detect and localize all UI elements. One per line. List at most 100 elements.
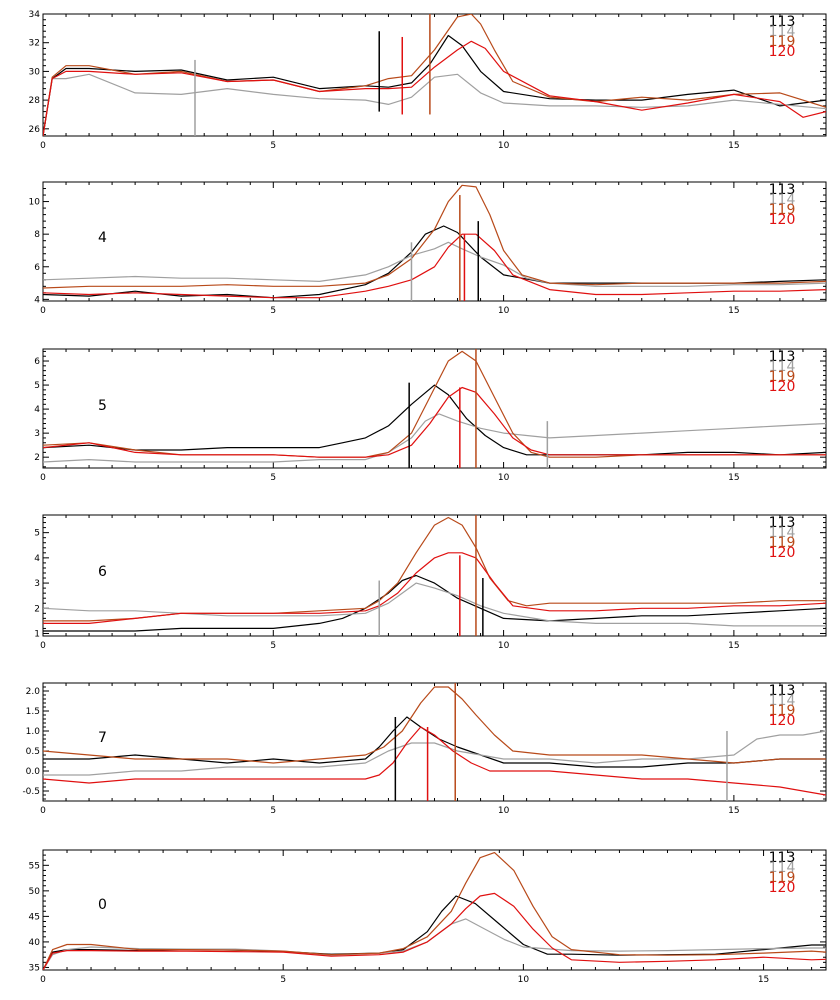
y-tick-label: 28 <box>29 96 41 106</box>
x-tick-label: 5 <box>280 975 286 985</box>
x-tick-label: 0 <box>40 641 46 651</box>
series-line-113 <box>43 384 826 456</box>
panel-label: 6 <box>98 564 107 580</box>
legend-entry-114: 114 <box>769 693 796 709</box>
series-line-114 <box>43 73 826 136</box>
legend-entry-120: 120 <box>769 44 796 60</box>
y-tick-label: 0.5 <box>26 747 40 757</box>
series-line-113 <box>43 895 826 970</box>
series-line-113 <box>43 574 826 632</box>
legend-entry-113: 113 <box>769 850 796 866</box>
series-line-113 <box>43 34 826 136</box>
panel-label: 7 <box>98 730 107 746</box>
x-tick-label: 10 <box>498 141 510 151</box>
y-tick-label: 45 <box>29 912 40 922</box>
series-line-120 <box>43 892 826 970</box>
x-tick-label: 0 <box>40 306 46 316</box>
legend-entry-120: 120 <box>769 212 796 228</box>
panel-label: 0 <box>98 897 107 913</box>
y-tick-label: 8 <box>34 230 40 240</box>
series-group <box>43 851 826 970</box>
plot-frame <box>42 849 827 971</box>
y-tick-label: 5 <box>34 381 40 391</box>
y-tick-label: 1 <box>34 629 40 639</box>
series-line-114 <box>43 241 826 287</box>
x-tick-label: 15 <box>758 975 769 985</box>
y-tick-label: 0.0 <box>26 767 41 777</box>
legend-entry-119: 119 <box>769 34 796 50</box>
x-tick-label: 15 <box>728 641 739 651</box>
series-line-119 <box>43 14 826 136</box>
legend-entry-119: 119 <box>769 202 796 218</box>
x-tick-label: 5 <box>270 141 276 151</box>
x-tick-label: 10 <box>518 975 530 985</box>
x-tick-label: 5 <box>270 806 276 816</box>
legend-entry-114: 114 <box>769 192 796 208</box>
series-line-114 <box>43 582 826 627</box>
x-tick-label: 10 <box>498 641 510 651</box>
panel-label: 4 <box>98 230 107 246</box>
plot-frame <box>42 514 827 637</box>
series-line-114 <box>43 918 826 970</box>
series-line-119 <box>43 516 826 622</box>
series-group <box>43 14 826 136</box>
y-tick-label: 26 <box>29 125 41 135</box>
x-tick-label: 15 <box>728 806 739 816</box>
series-line-114 <box>43 413 826 463</box>
x-tick-label: 0 <box>40 806 46 816</box>
x-tick-label: 0 <box>40 473 46 483</box>
series-line-119 <box>43 184 826 289</box>
x-tick-label: 15 <box>728 473 739 483</box>
y-tick-label: 4 <box>34 295 40 305</box>
legend-entry-120: 120 <box>769 713 796 729</box>
x-tick-label: 10 <box>498 473 510 483</box>
legend-entry-113: 113 <box>769 515 796 531</box>
y-tick-label: 35 <box>29 963 40 973</box>
legend-entry-114: 114 <box>769 359 796 375</box>
panel-label: 5 <box>98 398 107 414</box>
legend-entry-119: 119 <box>769 535 796 551</box>
y-tick-label: 6 <box>34 357 40 367</box>
legend-entry-114: 114 <box>769 860 796 876</box>
y-tick-label: 10 <box>29 198 41 208</box>
y-tick-label: 1.0 <box>26 727 41 737</box>
x-tick-label: 5 <box>270 473 276 483</box>
plot-frame <box>42 682 827 802</box>
x-tick-label: 0 <box>40 141 46 151</box>
y-tick-label: 30 <box>29 67 41 77</box>
x-tick-label: 5 <box>270 306 276 316</box>
legend-entry-119: 119 <box>769 703 796 719</box>
x-tick-label: 15 <box>728 141 739 151</box>
y-tick-label: 40 <box>29 938 41 948</box>
legend-entry-120: 120 <box>769 379 796 395</box>
y-tick-label: 34 <box>29 10 41 20</box>
y-tick-label: 3 <box>34 429 40 439</box>
series-line-119 <box>43 686 826 764</box>
y-tick-label: 55 <box>29 861 40 871</box>
series-line-119 <box>43 851 826 970</box>
y-tick-label: 6 <box>34 263 40 273</box>
legend-entry-113: 113 <box>769 14 796 30</box>
series-group <box>43 184 826 301</box>
x-tick-label: 15 <box>728 306 739 316</box>
series-line-120 <box>43 40 826 136</box>
legend-entry-113: 113 <box>769 182 796 198</box>
series-line-120 <box>43 552 826 625</box>
x-tick-label: 10 <box>498 306 510 316</box>
plot-frame <box>42 13 827 137</box>
series-line-114 <box>43 730 826 776</box>
y-tick-label: 5 <box>34 529 40 539</box>
y-tick-label: 1.5 <box>26 707 40 717</box>
x-tick-label: 0 <box>40 975 46 985</box>
y-tick-label: 4 <box>34 554 40 564</box>
y-tick-label: -0.5 <box>22 787 40 797</box>
series-group <box>43 349 826 468</box>
x-tick-label: 5 <box>270 641 276 651</box>
legend-entry-120: 120 <box>769 545 796 561</box>
legend-entry-113: 113 <box>769 349 796 365</box>
